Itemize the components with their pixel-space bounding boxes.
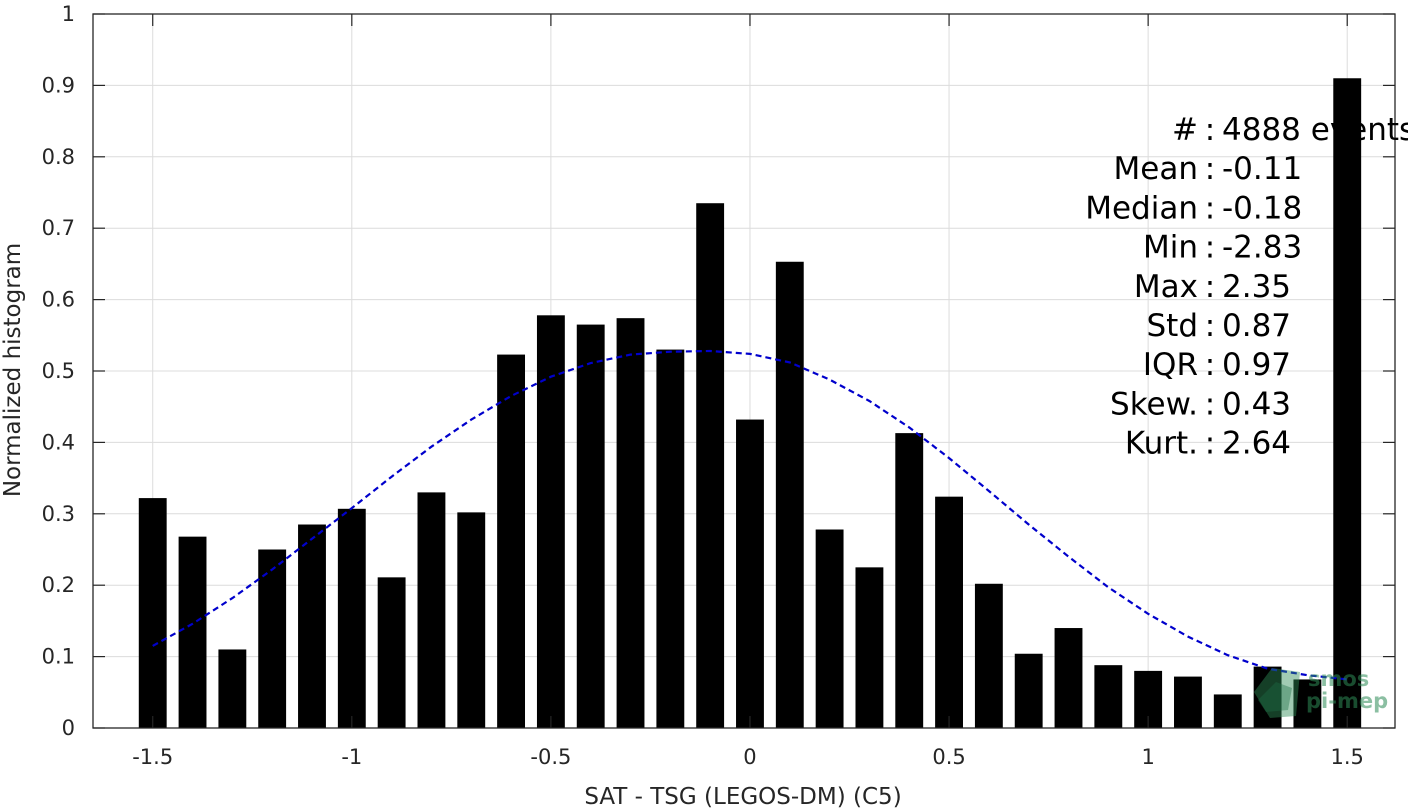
stat-colon: :	[1205, 347, 1215, 383]
axis-ticks	[93, 13, 1395, 729]
stat-value: 0.43	[1222, 386, 1291, 422]
y-tick-label: 0.8	[42, 145, 75, 169]
stat-label: Max	[1134, 269, 1198, 305]
histogram-bar	[337, 508, 366, 728]
stat-label: Mean	[1114, 151, 1198, 187]
stat-colon: :	[1205, 386, 1215, 422]
stat-label: Kurt.	[1125, 426, 1198, 462]
histogram-bar	[1094, 665, 1123, 728]
histogram-bar	[417, 492, 446, 728]
y-tick-labels: 0 0.1 0.2 0.3 0.4 0.5 0.6 0.7 0.8 0.9 1	[42, 2, 75, 740]
histogram-bar	[1333, 78, 1362, 728]
y-tick-label: 0.7	[42, 216, 75, 240]
histogram-bar	[258, 549, 287, 728]
stat-value: -0.11	[1222, 151, 1302, 187]
logo-text-line1: smos	[1308, 667, 1369, 691]
y-axis-label: Normalized histogram	[0, 243, 26, 497]
histogram-bar	[1014, 653, 1043, 728]
histogram-bar	[736, 419, 764, 728]
x-tick-label: 1.5	[1331, 745, 1364, 769]
logo-mark-icon	[1254, 668, 1300, 718]
histogram-bar	[497, 354, 526, 728]
histogram-bar	[1174, 676, 1202, 728]
smos-pimep-logo: smos pi-mep	[1254, 667, 1388, 718]
stat-colon: :	[1205, 230, 1215, 266]
histogram-bar	[1213, 694, 1242, 728]
histogram-bar	[1293, 679, 1322, 728]
x-tick-label: 1	[1141, 745, 1154, 769]
y-tick-label: 0.3	[42, 502, 75, 526]
stat-label: #	[1172, 112, 1198, 148]
y-tick-label: 1	[62, 2, 75, 26]
stat-value: 0.97	[1222, 347, 1291, 383]
stat-value: -0.18	[1222, 190, 1302, 226]
histogram-bar	[457, 512, 486, 728]
stat-colon: :	[1205, 112, 1215, 148]
stat-value: -2.83	[1222, 230, 1302, 266]
stat-value: 4888 events	[1222, 112, 1408, 148]
y-tick-label: 0.6	[42, 288, 75, 312]
x-tick-labels: -1.5 -1 -0.5 0 0.5 1 1.5	[132, 745, 1364, 769]
stat-label: Min	[1143, 230, 1198, 266]
histogram-bars	[138, 78, 1362, 728]
stat-value: 0.87	[1222, 308, 1291, 344]
histogram-bar	[178, 536, 207, 728]
stat-label: Skew.	[1110, 386, 1198, 422]
histogram-bar	[298, 524, 326, 728]
x-tick-label: 0.5	[932, 745, 965, 769]
stat-value: 2.35	[1222, 269, 1291, 305]
histogram-bar	[576, 324, 605, 728]
histogram-bar	[1253, 666, 1282, 728]
logo-text-line2: pi-mep	[1306, 689, 1388, 713]
x-tick-label: -0.5	[530, 745, 571, 769]
x-tick-label: -1.5	[132, 745, 173, 769]
y-tick-label: 0.9	[42, 73, 75, 97]
x-tick-label: -1	[341, 745, 362, 769]
logo-mark-shade-icon	[1258, 682, 1292, 712]
y-tick-label: 0.5	[42, 359, 75, 383]
histogram-bar	[855, 567, 884, 728]
histogram-bar	[656, 349, 685, 728]
normal-fit-curve	[152, 349, 1348, 681]
histogram-bar	[616, 318, 645, 728]
y-tick-label: 0	[62, 716, 75, 740]
stat-label: Median	[1085, 190, 1198, 226]
y-tick-label: 0.2	[42, 573, 75, 597]
stat-colon: :	[1205, 151, 1215, 187]
stat-label: Std	[1146, 308, 1198, 344]
histogram-bar	[377, 577, 406, 728]
histogram-bar	[935, 496, 963, 728]
y-tick-label: 0.4	[42, 430, 75, 454]
x-axis-label: SAT - TSG (LEGOS-DM) (C5)	[584, 784, 901, 809]
histogram-bar	[974, 583, 1003, 728]
histogram-bar	[138, 498, 167, 728]
histogram-bar	[536, 315, 565, 728]
stat-label: IQR	[1143, 347, 1198, 383]
x-tick-label: 0	[743, 745, 756, 769]
stat-colon: :	[1205, 426, 1215, 462]
histogram-bar	[815, 529, 844, 728]
y-tick-label: 0.1	[42, 645, 75, 669]
histogram-bar	[696, 203, 725, 728]
stat-value: 2.64	[1222, 426, 1291, 462]
histogram-bar	[1054, 628, 1083, 728]
stat-colon: :	[1205, 308, 1215, 344]
stat-colon: :	[1205, 269, 1215, 305]
histogram-bar	[218, 649, 247, 728]
stat-colon: :	[1205, 190, 1215, 226]
histogram-bar	[775, 261, 804, 728]
histogram-bar	[895, 433, 924, 728]
